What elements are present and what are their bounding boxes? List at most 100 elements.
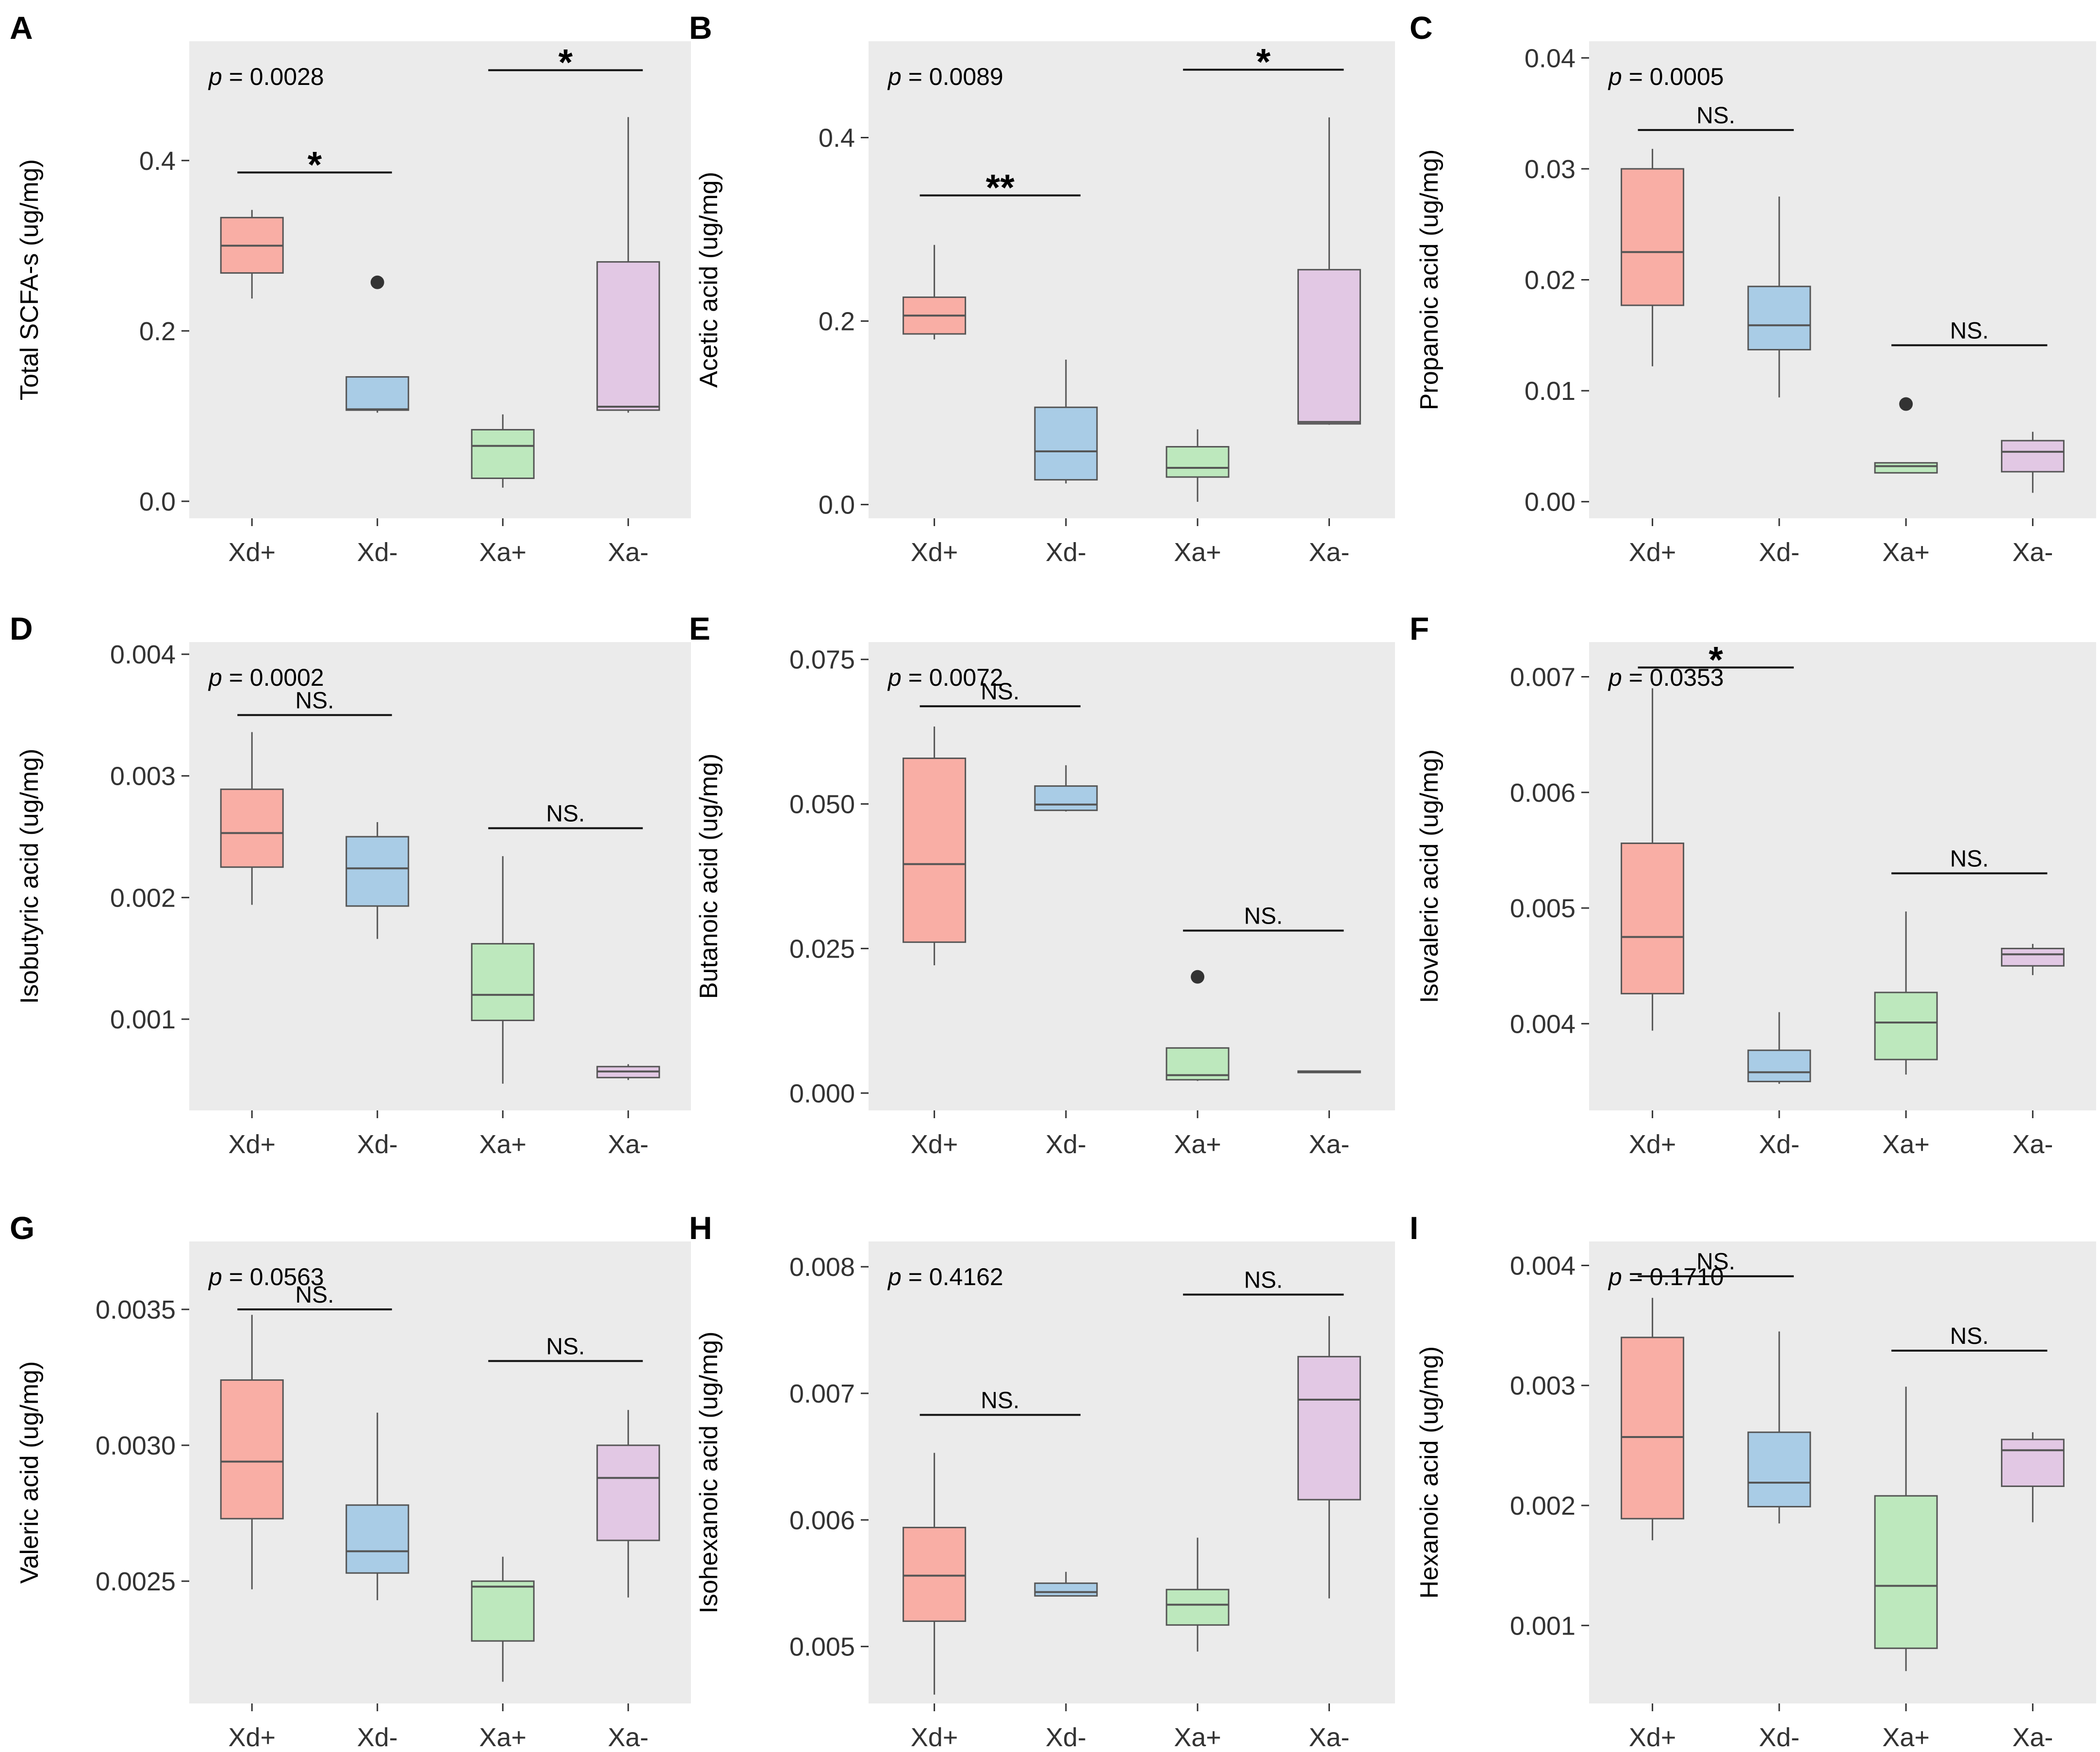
x-tick-label: Xa+ bbox=[1174, 538, 1221, 567]
iqr-box bbox=[1747, 285, 1811, 351]
p-symbol: p bbox=[208, 63, 222, 90]
box-xdminus bbox=[345, 822, 410, 939]
x-tick-label: Xa- bbox=[608, 538, 649, 567]
box-xaplus bbox=[471, 856, 535, 1084]
x-tick-label: Xd+ bbox=[1629, 538, 1676, 567]
p-value: = 0.0563 bbox=[229, 1263, 324, 1290]
panel-letter: D bbox=[10, 611, 33, 646]
p-spacer bbox=[902, 1263, 908, 1290]
y-tick-label: 0.006 bbox=[1510, 778, 1575, 808]
iqr-box bbox=[1874, 1495, 1938, 1649]
significance-label: NS. bbox=[981, 1388, 1019, 1413]
significance-label: NS. bbox=[1950, 846, 1989, 872]
y-tick-label: 0.00 bbox=[1525, 488, 1575, 517]
panel-letter: C bbox=[1410, 10, 1433, 46]
p-spacer bbox=[1622, 1263, 1629, 1290]
iqr-box bbox=[1874, 462, 1938, 474]
y-axis-label: Hexanoic acid (ug/mg) bbox=[1415, 1346, 1444, 1599]
panel-i: I 0.001 0.002 0.003 0.004 Hexanoic acid (ug/m… bbox=[1410, 1210, 2096, 1752]
significance-label: NS. bbox=[1696, 103, 1735, 129]
x-tick-label: Xa- bbox=[2012, 538, 2053, 567]
box-xaplus bbox=[471, 1556, 535, 1682]
y-tick-label: 0.01 bbox=[1525, 377, 1575, 406]
significance-label: NS. bbox=[546, 1334, 585, 1359]
significance-label: * bbox=[1256, 42, 1271, 83]
p-value-text: p = 0.0002 bbox=[208, 664, 324, 691]
panel-letter: I bbox=[1410, 1210, 1418, 1246]
significance-label: NS. bbox=[1950, 318, 1989, 344]
iqr-box bbox=[345, 376, 410, 411]
significance-label: * bbox=[308, 144, 322, 185]
box-xdplus bbox=[1621, 688, 1685, 1031]
y-tick-label: 0.02 bbox=[1525, 266, 1575, 295]
iqr-box bbox=[220, 1379, 284, 1520]
y-tick-label: 0.003 bbox=[1510, 1372, 1575, 1401]
iqr-box bbox=[1297, 1355, 1361, 1501]
p-value: = 0.0002 bbox=[229, 664, 324, 691]
iqr-box bbox=[471, 429, 535, 479]
iqr-box bbox=[2001, 440, 2065, 473]
p-spacer bbox=[1622, 63, 1629, 90]
p-value-text: p = 0.4162 bbox=[887, 1263, 1003, 1290]
box-xaplus bbox=[1874, 397, 1938, 474]
box-xdminus bbox=[345, 1412, 410, 1601]
iqr-box bbox=[1621, 843, 1685, 994]
x-tick-label: Xa+ bbox=[1882, 1130, 1930, 1159]
outlier-point bbox=[1191, 970, 1205, 984]
x-tick-label: Xa- bbox=[608, 1130, 649, 1159]
box-xaminus bbox=[2001, 943, 2065, 975]
p-value: = 0.0072 bbox=[908, 664, 1003, 691]
significance-label: NS. bbox=[1696, 1249, 1735, 1275]
panel-a: A 0.0 0.2 0.4 Total SCFA-s (ug/mg) Xd+ Xd- Xa+ X… bbox=[10, 10, 691, 567]
x-tick-label: Xa+ bbox=[479, 538, 526, 567]
p-spacer bbox=[1622, 664, 1629, 691]
box-xdplus bbox=[1621, 149, 1685, 366]
iqr-box bbox=[902, 1526, 967, 1622]
iqr-box bbox=[220, 788, 284, 868]
y-tick-label: 0.002 bbox=[1510, 1491, 1575, 1521]
p-symbol: p bbox=[208, 664, 222, 691]
y-tick-label: 0.002 bbox=[110, 883, 176, 912]
panel-letter: A bbox=[10, 10, 33, 46]
iqr-box bbox=[1297, 269, 1361, 425]
panel-letter: H bbox=[689, 1210, 712, 1246]
p-symbol: p bbox=[887, 1263, 902, 1290]
x-tick-label: Xd- bbox=[357, 1130, 398, 1159]
box-xaminus bbox=[596, 117, 660, 413]
y-tick-label: 0.001 bbox=[110, 1005, 176, 1034]
box-xdminus bbox=[1034, 765, 1098, 812]
iqr-box bbox=[345, 836, 410, 907]
p-spacer bbox=[902, 664, 908, 691]
y-tick-label: 0.2 bbox=[819, 307, 855, 336]
x-tick-label: Xa+ bbox=[1174, 1723, 1221, 1752]
box-xdplus bbox=[220, 210, 284, 299]
panel-d: D 0.001 0.002 0.003 0.004 Isobutyric acid (ug… bbox=[10, 611, 691, 1159]
panel-b: B 0.0 0.2 0.4 Acetic acid (ug/mg) Xd+ Xd- Xa+ Xa… bbox=[689, 10, 1395, 567]
iqr-box bbox=[345, 1504, 410, 1574]
y-tick-label: 0.0 bbox=[819, 491, 855, 520]
panel-letter: B bbox=[689, 10, 712, 46]
iqr-box bbox=[596, 1444, 660, 1541]
box-xaplus bbox=[1165, 970, 1230, 1081]
x-tick-label: Xd+ bbox=[911, 538, 958, 567]
x-tick-label: Xd- bbox=[1759, 1130, 1800, 1159]
x-tick-label: Xd- bbox=[1046, 1130, 1086, 1159]
y-tick-label: 0.003 bbox=[110, 762, 176, 791]
panel-letter: E bbox=[689, 611, 710, 646]
x-tick-label: Xd+ bbox=[1629, 1130, 1676, 1159]
y-tick-label: 0.000 bbox=[789, 1079, 855, 1108]
iqr-box bbox=[1165, 1588, 1230, 1626]
p-value: = 0.0005 bbox=[1629, 63, 1724, 90]
x-tick-label: Xa+ bbox=[1174, 1130, 1221, 1159]
p-value: = 0.4162 bbox=[908, 1263, 1003, 1290]
y-tick-label: 0.4 bbox=[139, 147, 176, 176]
box-xdminus bbox=[1034, 359, 1098, 484]
plot-area bbox=[189, 642, 691, 1110]
p-symbol: p bbox=[887, 664, 902, 691]
box-xaplus bbox=[1165, 429, 1230, 502]
iqr-box bbox=[1621, 168, 1685, 306]
box-xaminus bbox=[1297, 1316, 1361, 1599]
p-symbol: p bbox=[1608, 664, 1622, 691]
y-axis-label: Isobutyric acid (ug/mg) bbox=[16, 749, 44, 1004]
